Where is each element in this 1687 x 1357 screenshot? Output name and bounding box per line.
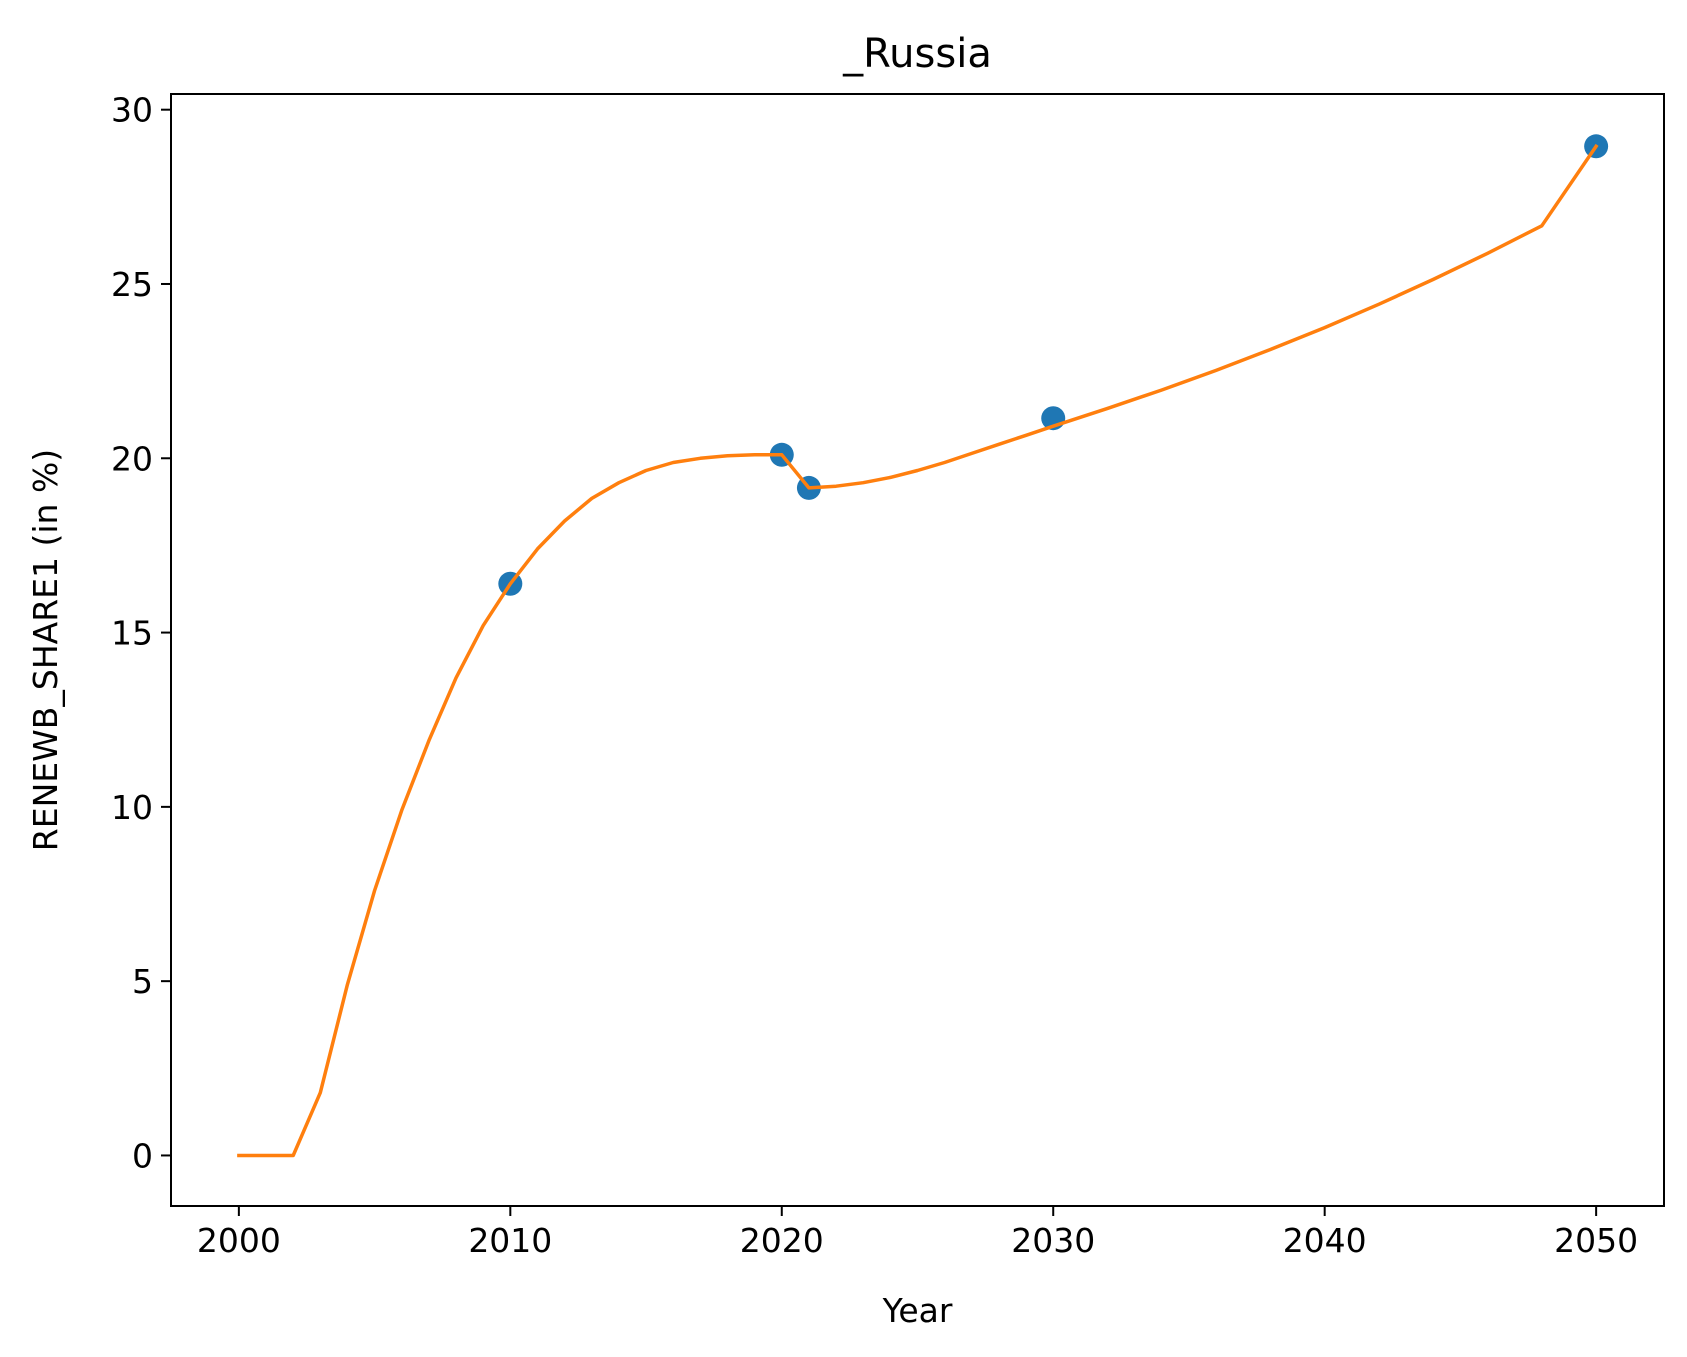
y-axis-title: RENEWB_SHARE1 (in %) [26,449,65,851]
y-tick-label: 25 [111,265,153,304]
x-tick-label: 2050 [1554,1221,1638,1260]
chart-title: _Russia [842,31,992,77]
series-line [237,143,1599,1158]
y-tick-label: 0 [132,1136,153,1175]
y-tick-label: 20 [111,439,153,478]
plot-frame [170,93,1665,1207]
y-axis: 0 5 10 15 20 25 30 [111,91,171,1175]
y-tick-label: 15 [111,614,153,653]
y-tick-label: 5 [132,962,153,1001]
x-tick-label: 2030 [1011,1221,1095,1260]
x-tick-label: 2010 [468,1221,552,1260]
series-layer [237,134,1609,1158]
y-tick-label: 30 [111,91,153,130]
plot-area [171,94,1664,1206]
x-axis-title: Year [882,1291,953,1330]
x-tick-label: 2000 [197,1221,281,1260]
x-tick-label: 2020 [740,1221,824,1260]
y-tick-label: 10 [111,788,153,827]
x-tick-label: 2040 [1283,1221,1367,1260]
x-axis: 2000 2010 2020 2030 2040 2050 [197,1206,1638,1260]
